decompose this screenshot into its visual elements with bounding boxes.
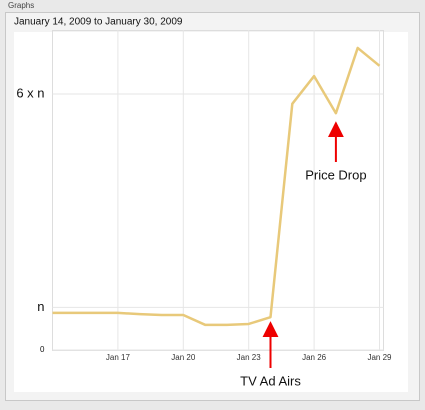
line <box>52 46 381 327</box>
x-tick-label: Jan 23 <box>237 353 262 362</box>
x-tick-label: Jan 26 <box>302 353 327 362</box>
annotation: TV Ad Airs <box>240 373 301 388</box>
x-tick-label: Jan 17 <box>106 353 131 362</box>
x-tick-label: Jan 20 <box>171 353 196 362</box>
chart-area <box>14 32 408 392</box>
y-tick-label: 6 x n <box>16 85 44 100</box>
annotation: Price Drop <box>305 167 366 182</box>
date-range: January 14, 2009 to January 30, 2009 <box>14 17 183 28</box>
y-tick-label: 0 <box>40 345 45 354</box>
panel-label: Graphs <box>8 1 34 10</box>
x-tick-label: Jan 29 <box>367 353 392 362</box>
y-tick-label: n <box>37 299 44 314</box>
